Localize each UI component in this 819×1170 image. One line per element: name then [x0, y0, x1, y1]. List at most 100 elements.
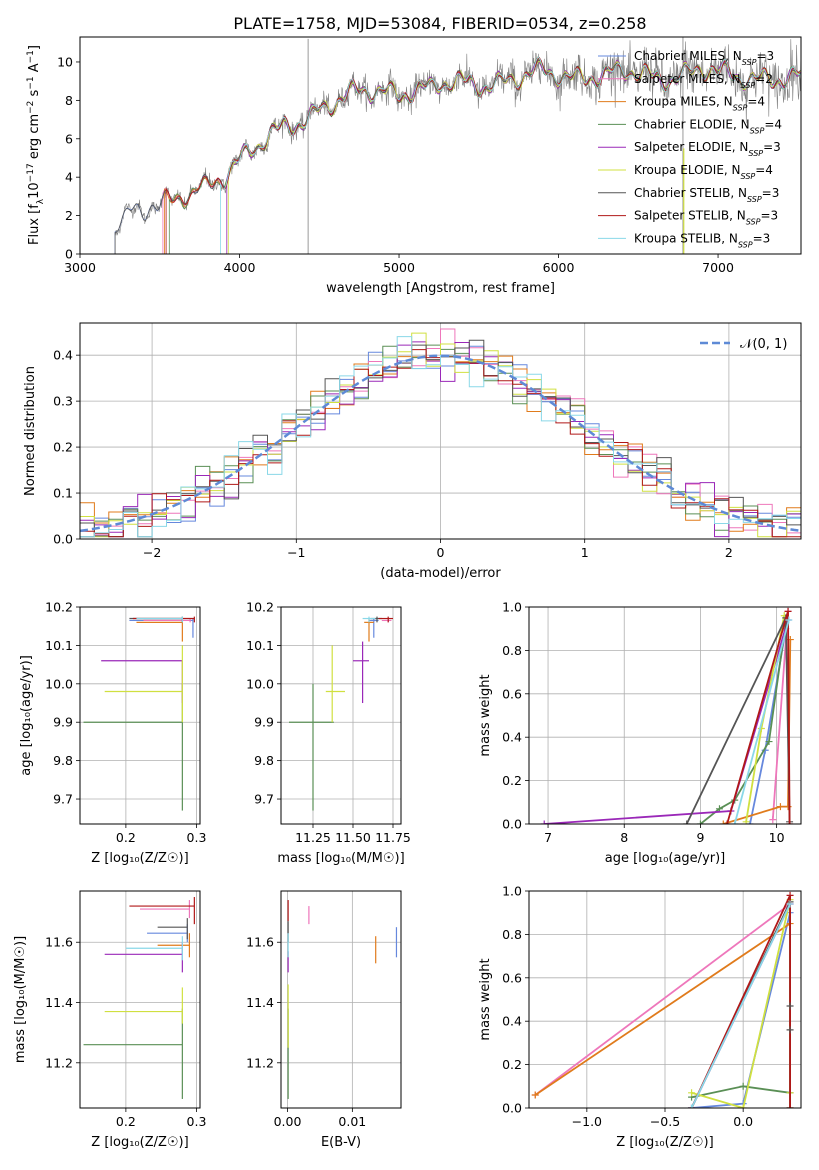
- series-marker: [696, 820, 704, 824]
- y-tick-label: 0.1: [53, 486, 73, 501]
- x-tick-label: 9: [696, 830, 704, 845]
- point-kroupa-elodie: [104, 645, 183, 723]
- chart-age_vs_mass: 11.25 11.50 11.75 9.7 9.8 9.9 10.0 10.1 10.2 mass…: [246, 600, 411, 867]
- chart-massweight_vs_age: 7 8 9 10 0.0 0.2 0.4 0.6 0.8 1.0 age [log₁₀(age/yr…: [478, 600, 802, 866]
- point-salpeter-stelib: [132, 616, 195, 623]
- y-tick-label: 0.2: [502, 1057, 522, 1072]
- series-marker: [723, 820, 731, 824]
- series-marker: [540, 820, 548, 824]
- y-tick-label: 4: [65, 170, 73, 185]
- y-axis-label: mass [log₁₀(M/M☉)]: [13, 936, 28, 1063]
- normal-curve: [80, 354, 801, 533]
- y-axis-label-part: −17: [26, 163, 36, 182]
- x-tick-label: 0.2: [116, 830, 136, 845]
- model-spectrum-salpeter-miles: [162, 56, 801, 254]
- chart-age_vs_Z: 0.2 0.3 9.7 9.8 9.9 10.0 10.1 10.2 Z [log₁₀(Z/Z☉…: [19, 600, 206, 867]
- y-axis-label-part: A: [27, 63, 42, 76]
- legend-label-tail: =3: [762, 186, 780, 200]
- y-axis-label: Normed distribution: [23, 366, 38, 496]
- y-tick-label: 9.8: [254, 753, 274, 768]
- series-marker: [739, 1082, 747, 1090]
- series-marker: [683, 820, 691, 824]
- plot-area: [80, 328, 801, 538]
- y-axis-label: mass weight: [478, 958, 493, 1040]
- y-tick-label: 9.7: [53, 792, 73, 807]
- histogram-salpeter-elodie: [80, 341, 801, 538]
- legend-label-tail: =4: [755, 163, 773, 177]
- point-chabrier-stelib: [129, 616, 183, 623]
- x-tick-label: −1: [287, 545, 305, 560]
- plot-area: [83, 616, 195, 811]
- chart-mass_vs_Z: 0.2 0.3 11.2 11.4 11.6 Z [log₁₀(Z/Z☉)] mass [l…: [13, 890, 206, 1150]
- point-kroupa-miles: [157, 933, 191, 958]
- legend-label-sub: SSP: [747, 194, 762, 203]
- y-axis-label-part: 10: [27, 182, 42, 199]
- series-salpeter-elodie: [540, 616, 792, 824]
- legend-label-main: Chabrier STELIB, N: [634, 186, 747, 200]
- x-axis-label: E(B-V): [321, 1135, 361, 1150]
- x-axis-label: wavelength [Angstrom, rest frame]: [326, 281, 555, 296]
- y-tick-label: 9.8: [53, 753, 73, 768]
- point-kroupa-stelib: [125, 936, 183, 961]
- series-marker: [776, 803, 784, 811]
- point-chabrier-stelib: [157, 918, 188, 940]
- legend-label: Salpeter MILES, NSSP=2: [634, 72, 773, 90]
- series-marker: [784, 803, 792, 811]
- model-spectrum-kroupa-stelib: [219, 56, 801, 254]
- x-tick-label: 0.00: [274, 1114, 302, 1129]
- y-tick-label: 11.4: [45, 995, 73, 1010]
- point-kroupa-elodie: [104, 987, 183, 1024]
- x-tick-label: 10: [769, 830, 785, 845]
- model-spectrum-kroupa-elodie: [227, 60, 801, 254]
- y-tick-label: 11.2: [45, 1055, 73, 1070]
- y-tick-label: 10.2: [246, 600, 274, 615]
- series-line: [733, 619, 790, 824]
- point-chabrier-elodie: [289, 683, 334, 811]
- y-axis-label: mass weight: [478, 674, 493, 756]
- histogram-kroupa-stelib: [80, 336, 801, 538]
- series-marker: [786, 1002, 794, 1010]
- x-tick-label: 0: [437, 545, 445, 560]
- y-tick-label: 10.0: [45, 676, 73, 691]
- series-marker: [531, 1091, 539, 1099]
- legend-label: Kroupa MILES, NSSP=4: [634, 95, 765, 113]
- legend-label: Salpeter STELIB, NSSP=3: [634, 209, 778, 227]
- series-marker: [742, 818, 750, 824]
- legend-label-sub: SSP: [733, 103, 748, 112]
- axes-frame: [528, 606, 802, 825]
- chart-massweight_vs_Z: −1.0 −0.5 0.0 0.0 0.2 0.4 0.6 0.8 1.0 Z [log₁₀(Z/…: [478, 884, 802, 1150]
- axes-frame: [280, 606, 402, 825]
- axes-frame: [280, 890, 402, 1109]
- point-chabrier-elodie: [83, 1008, 183, 1099]
- x-tick-label: 5000: [383, 260, 415, 275]
- legend-label: Chabrier ELODIE, NSSP=4: [634, 117, 782, 135]
- x-tick-label: 0.0: [733, 1114, 753, 1129]
- x-axis-label: mass [log₁₀(M/M☉)]: [277, 851, 404, 866]
- figure-title: PLATE=1758, MJD=53084, FIBERID=0534, z=0…: [233, 14, 646, 33]
- point-salpeter-elodie: [101, 660, 183, 704]
- legend-label-main: Kroupa MILES, N: [634, 95, 733, 109]
- series-marker: [786, 1026, 794, 1034]
- y-tick-label: 11.2: [246, 1055, 274, 1070]
- series-salpeter-stelib: [723, 607, 794, 824]
- series-kroupa-miles: [531, 920, 794, 1108]
- series-marker: [786, 900, 794, 908]
- series-marker: [786, 891, 794, 899]
- x-tick-label: 11.50: [335, 830, 371, 845]
- y-axis-label-part: −1: [26, 76, 36, 89]
- legend-label-sub: SSP: [741, 80, 756, 89]
- axes-frame: [79, 890, 201, 1109]
- x-tick-label: −0.5: [650, 1114, 680, 1129]
- point-salpeter-miles: [140, 900, 191, 919]
- y-tick-label: 8: [65, 93, 73, 108]
- legend-label-sub: SSP: [748, 149, 763, 158]
- y-tick-label: 10.1: [246, 638, 274, 653]
- legend-label-tail: =4: [764, 117, 782, 131]
- legend-label-sub: SSP: [746, 217, 761, 226]
- y-tick-label: 10.2: [45, 600, 73, 615]
- model-spectrum-salpeter-stelib: [165, 56, 800, 254]
- point-chabrier-miles: [129, 618, 194, 638]
- y-axis-label-part: −2: [26, 101, 36, 114]
- point-kroupa-stelib: [136, 616, 183, 623]
- chart-mass_vs_EBV: 0.00 0.01 11.2 11.4 11.6 E(B-V): [246, 890, 402, 1150]
